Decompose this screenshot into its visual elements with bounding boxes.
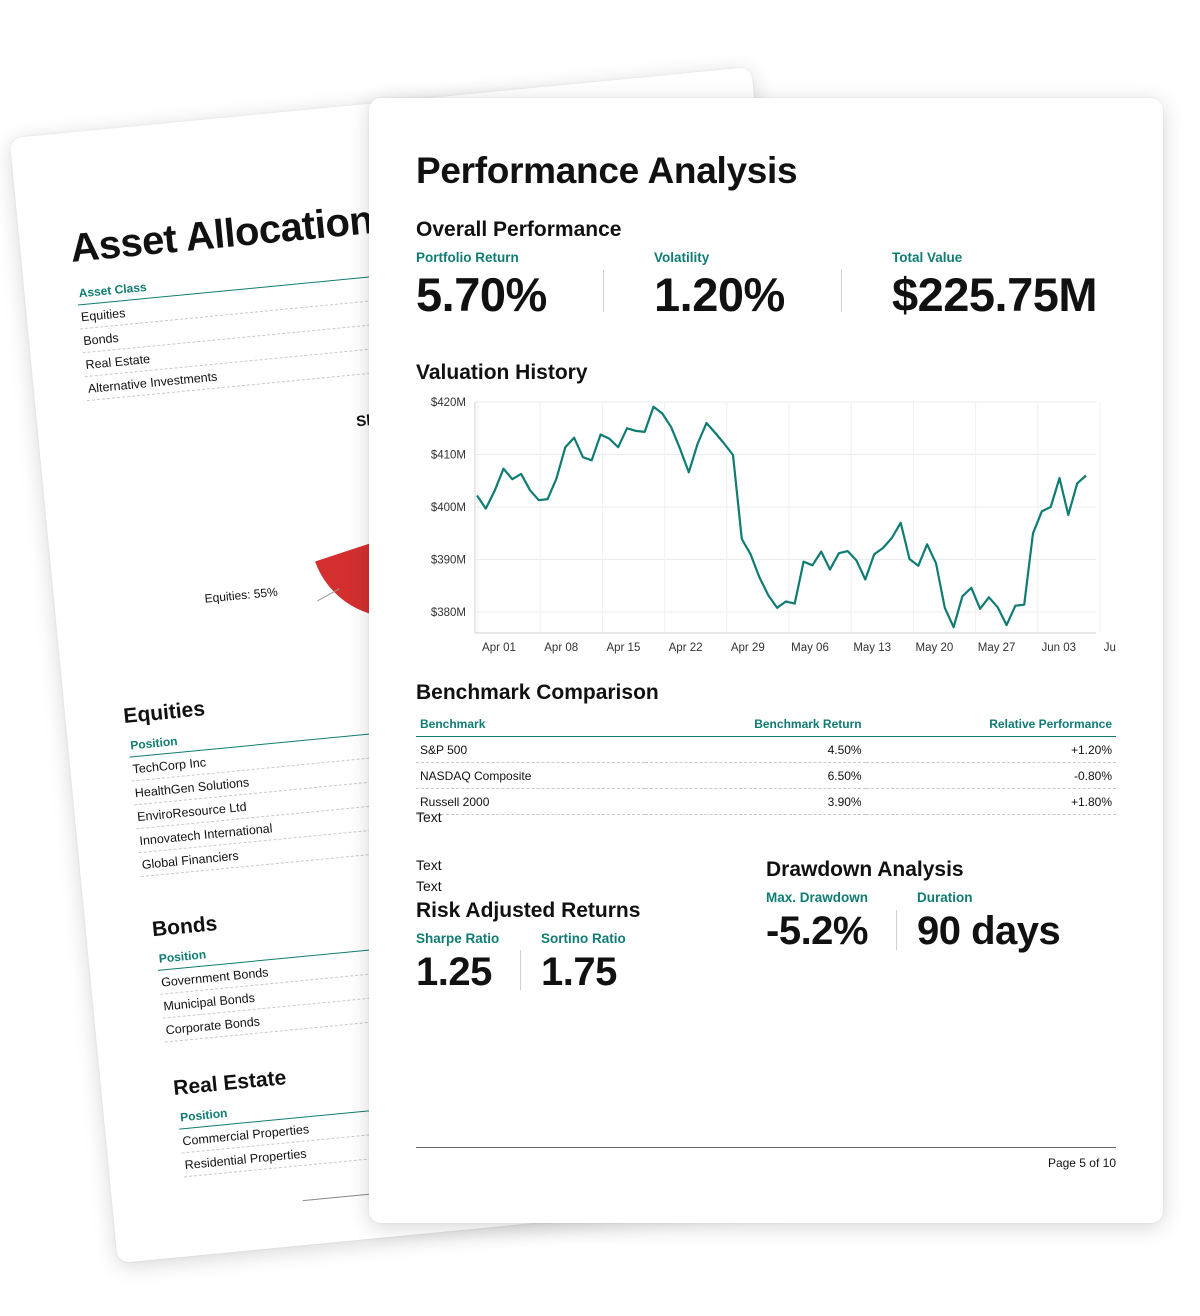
- kpi-sharpe-ratio: Sharpe Ratio 1.25: [416, 931, 499, 992]
- performance-analysis-page: Performance Analysis Overall Performance…: [369, 98, 1163, 1223]
- placeholder-text: Text: [416, 857, 442, 873]
- kpi-label: Total Value: [892, 250, 963, 265]
- pie-label-leader: [317, 588, 340, 602]
- col-relative-performance: Relative Performance: [865, 714, 1116, 737]
- kpi-divider: [896, 910, 897, 950]
- benchmark-table: Benchmark Benchmark Return Relative Perf…: [416, 714, 1116, 815]
- x-tick-label: Apr 01: [482, 642, 516, 654]
- valuation-history-heading: Valuation History: [416, 361, 588, 384]
- x-tick-label: Jun 03: [1042, 642, 1077, 654]
- kpi-divider: [603, 270, 604, 312]
- kpi-max-drawdown: Max. Drawdown -5.2%: [766, 890, 869, 953]
- kpi-volatility: Volatility 1.20%: [654, 250, 785, 318]
- page-title: Performance Analysis: [416, 150, 798, 191]
- kpi-value: 1.25: [416, 950, 492, 994]
- x-tick-label: May 13: [853, 642, 891, 654]
- x-tick-label: May 20: [916, 642, 954, 654]
- cell: S&P 500: [416, 736, 645, 763]
- y-tick-label: $410M: [431, 450, 466, 462]
- kpi-label: Volatility: [654, 250, 710, 265]
- x-tick-label: Apr 15: [606, 642, 640, 654]
- placeholder-text: Text: [416, 878, 442, 894]
- table-header-row: Benchmark Benchmark Return Relative Perf…: [416, 714, 1116, 737]
- kpi-value: 1.75: [541, 950, 617, 994]
- x-tick-label: Apr 29: [731, 642, 765, 654]
- x-tick-label: Jun 10: [1104, 642, 1116, 654]
- y-tick-label: $390M: [431, 555, 466, 567]
- valuation-history-chart: $380M $390M $400M $410M $420M Apr 01 Apr 08 Apr…: [431, 397, 1116, 654]
- kpi-label: Duration: [917, 890, 973, 905]
- overall-performance-heading: Overall Performance: [416, 218, 622, 241]
- col-benchmark: Benchmark: [416, 714, 645, 737]
- cell: 6.50%: [644, 762, 866, 789]
- kpi-label: Sortino Ratio: [541, 931, 626, 946]
- kpi-total-value: Total Value $225.75M: [892, 250, 1098, 321]
- kpi-sortino-ratio: Sortino Ratio 1.75: [541, 931, 626, 992]
- col-benchmark-return: Benchmark Return: [644, 714, 866, 737]
- y-tick-label: $400M: [431, 502, 466, 514]
- cell: +1.80%: [865, 788, 1116, 815]
- kpi-label: Portfolio Return: [416, 250, 519, 265]
- valuation-series-line: [476, 405, 1087, 629]
- placeholder-text: Text: [416, 809, 442, 825]
- page-number: Page 5 of 10: [1047, 1156, 1116, 1170]
- kpi-value: 90 days: [917, 909, 1061, 953]
- kpi-value: $225.75M: [892, 268, 1098, 321]
- y-tick-label: $420M: [431, 397, 466, 409]
- cell: 3.90%: [644, 788, 866, 815]
- kpi-portfolio-return: Portfolio Return 5.70%: [416, 250, 547, 318]
- y-tick-label: $380M: [431, 607, 466, 619]
- kpi-duration: Duration 90 days: [917, 890, 1061, 953]
- x-tick-label: May 27: [978, 642, 1016, 654]
- kpi-label: Sharpe Ratio: [416, 931, 500, 946]
- x-tick-label: Apr 22: [669, 642, 703, 654]
- table-row: S&P 500 4.50% +1.20%: [416, 736, 1116, 763]
- bonds-section-title: Bonds: [150, 912, 219, 942]
- x-tick-label: May 06: [791, 642, 829, 654]
- pie-label-equities: Equities: 55%: [203, 584, 279, 606]
- kpi-divider: [520, 950, 521, 990]
- kpi-value: 1.20%: [654, 268, 785, 321]
- cell: -0.80%: [865, 762, 1116, 789]
- real-estate-section-title: Real Estate: [172, 1066, 288, 1100]
- footer-line: [416, 1147, 1116, 1148]
- x-tick-label: Apr 08: [544, 642, 578, 654]
- kpi-divider: [841, 270, 842, 312]
- equities-section-title: Equities: [122, 697, 206, 728]
- kpi-value: 5.70%: [416, 268, 547, 321]
- table-row: NASDAQ Composite 6.50% -0.80%: [416, 762, 1116, 789]
- table-row: Russell 2000 3.90% +1.80%: [416, 788, 1116, 815]
- cell: Russell 2000: [416, 788, 645, 815]
- kpi-value: -5.2%: [766, 909, 869, 953]
- kpi-label: Max. Drawdown: [766, 890, 869, 905]
- drawdown-analysis-heading: Drawdown Analysis: [766, 858, 964, 881]
- cell: 4.50%: [644, 736, 866, 763]
- cell: +1.20%: [865, 736, 1116, 763]
- risk-adjusted-returns-heading: Risk Adjusted Returns: [416, 899, 641, 922]
- benchmark-comparison-heading: Benchmark Comparison: [416, 681, 659, 704]
- cell: NASDAQ Composite: [416, 762, 645, 789]
